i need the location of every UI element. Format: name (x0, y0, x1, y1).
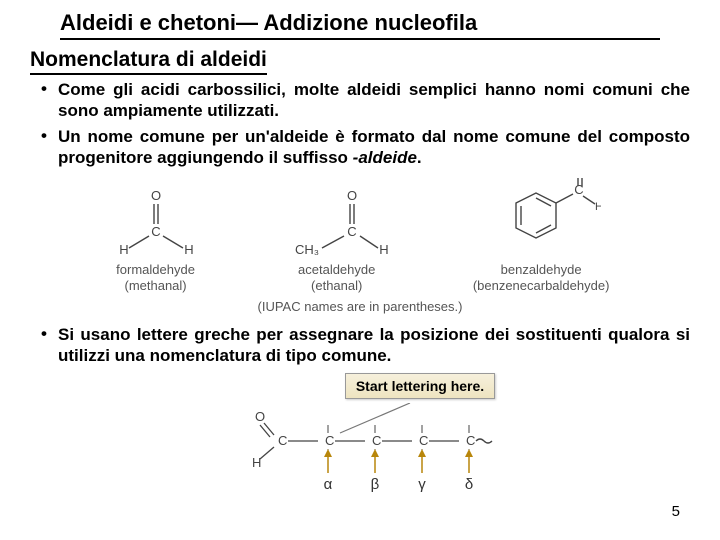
svg-text:C: C (151, 224, 160, 239)
svg-text:C: C (466, 433, 475, 448)
molecule-benzaldehyde: C H O benzaldehyde(benzenecarbaldehyde) (473, 178, 610, 293)
suffix-trail: . (417, 148, 422, 167)
svg-text:H: H (252, 455, 261, 470)
suffix-italic: -aldeide (353, 148, 417, 167)
slide-title: Aldeidi e chetoni— Addizione nucleofila (60, 10, 660, 40)
molecule-figure: O C H H formaldehyde(methanal) O C CH₃ (70, 178, 650, 293)
svg-text:β: β (371, 476, 380, 493)
molecule-formaldehyde: O C H H formaldehyde(methanal) (111, 188, 201, 293)
formaldehyde-svg: O C H H (111, 188, 201, 258)
svg-text:CH₃: CH₃ (295, 242, 319, 257)
molecule-label: benzaldehyde(benzenecarbaldehyde) (473, 262, 610, 293)
bullet-item: • Un nome comune per un'aldeide è format… (30, 126, 690, 169)
svg-text:O: O (255, 409, 265, 424)
svg-text:O: O (151, 188, 161, 203)
bullet-mark: • (30, 79, 58, 122)
svg-text:H: H (595, 201, 601, 213)
svg-text:C: C (325, 433, 334, 448)
svg-text:O: O (347, 188, 357, 203)
bullet-mark: • (30, 324, 58, 367)
svg-text:α: α (324, 476, 333, 493)
greek-chain-svg: O C H C C C C (210, 403, 510, 493)
benzaldehyde-svg: C H O (481, 178, 601, 258)
iupac-note: (IUPAC names are in parentheses.) (30, 299, 690, 314)
bullet-text: Un nome comune per un'aldeide è formato … (58, 126, 690, 169)
svg-text:H: H (379, 242, 388, 257)
svg-text:C: C (278, 433, 287, 448)
svg-text:C: C (347, 224, 356, 239)
bullet-item: • Come gli acidi carbossilici, molte ald… (30, 79, 690, 122)
bullet-item: • Si usano lettere greche per assegnare … (30, 324, 690, 367)
acetaldehyde-svg: O C CH₃ H (282, 188, 392, 258)
bullet-text: Come gli acidi carbossilici, molte aldei… (58, 79, 690, 122)
molecule-acetaldehyde: O C CH₃ H acetaldehyde(ethanal) (282, 188, 392, 293)
molecule-label: acetaldehyde(ethanal) (282, 262, 392, 293)
svg-text:H: H (184, 242, 193, 257)
svg-text:H: H (119, 242, 128, 257)
slide-subtitle: Nomenclatura di aldeidi (30, 48, 267, 75)
svg-text:C: C (419, 433, 428, 448)
bullet-list: • Come gli acidi carbossilici, molte ald… (30, 79, 690, 168)
svg-text:γ: γ (418, 476, 426, 493)
bullet-list-2: • Si usano lettere greche per assegnare … (30, 324, 690, 367)
svg-text:O: O (576, 178, 585, 180)
greek-figure: Start lettering here. O C H C C C C (30, 373, 690, 493)
page-number: 5 (672, 503, 680, 520)
svg-text:C: C (372, 433, 381, 448)
svg-text:δ: δ (465, 476, 473, 493)
callout-box: Start lettering here. (345, 373, 495, 399)
bullet-text: Si usano lettere greche per assegnare la… (58, 324, 690, 367)
molecule-label: formaldehyde(methanal) (111, 262, 201, 293)
bullet-mark: • (30, 126, 58, 169)
